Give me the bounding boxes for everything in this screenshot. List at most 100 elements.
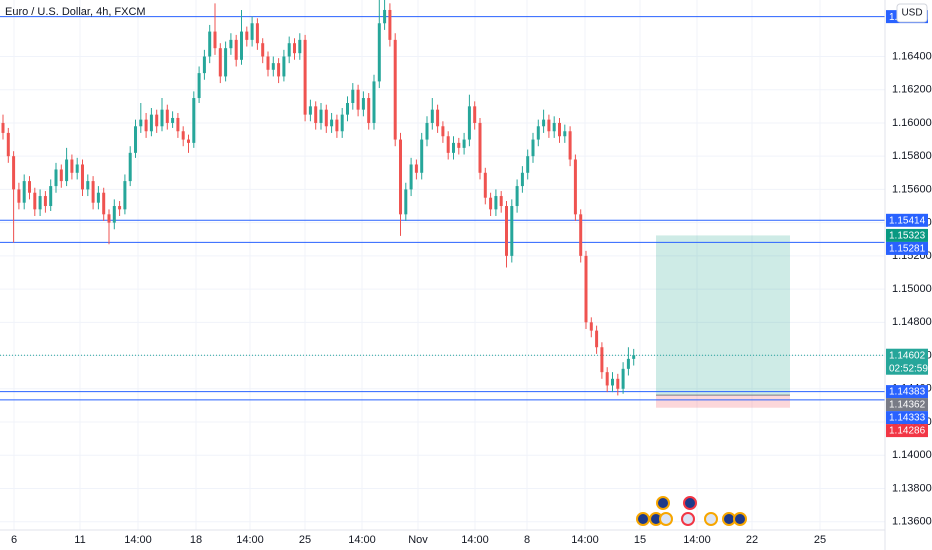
y-tick-label: 1.14800 (892, 316, 932, 328)
candle-body (494, 196, 498, 210)
candle-body (255, 23, 259, 44)
candle-body (605, 372, 609, 386)
price-label-box (886, 348, 928, 375)
price-label-box (886, 241, 928, 255)
event-icon[interactable] (681, 512, 695, 526)
candle-body (250, 23, 254, 40)
candle-body (70, 159, 74, 173)
candle-body (96, 192, 100, 203)
candle-body (414, 164, 418, 173)
candle-body (452, 142, 455, 153)
candle-body (324, 109, 328, 127)
candle-body (446, 136, 450, 153)
candle-body (213, 31, 217, 49)
x-tick-label: 8 (524, 534, 530, 546)
candle-body (372, 81, 376, 123)
price-label-box (886, 398, 928, 412)
candle-body (208, 31, 212, 57)
candle-body (38, 196, 42, 210)
candle-body (277, 63, 281, 77)
candle-body (558, 122, 561, 137)
candle-body (91, 181, 95, 203)
x-tick-label: 14:00 (124, 534, 152, 546)
candle-body (1, 122, 5, 133)
candle-body (271, 63, 275, 70)
candle-body (192, 98, 196, 143)
price-label: 1.15281 (889, 244, 926, 255)
candle-body (187, 139, 190, 143)
event-icon[interactable] (659, 512, 673, 526)
event-icon[interactable] (733, 512, 747, 526)
candle-body (542, 119, 546, 127)
candle-body (54, 169, 58, 187)
chart-title: Euro / U.S. Dollar, 4h, FXCM (5, 6, 146, 18)
x-tick-label: 25 (299, 534, 311, 546)
price-label: 1.14286 (889, 426, 926, 437)
currency-label[interactable]: USD (901, 8, 922, 19)
candle-body (462, 139, 466, 148)
price-label-box (886, 228, 928, 242)
candle-body (308, 106, 312, 115)
candle-body (181, 131, 185, 140)
candle-body (489, 197, 493, 210)
candle-body (293, 43, 296, 54)
event-icon[interactable] (704, 512, 718, 526)
candle-body (240, 31, 243, 60)
x-tick-label: 14:00 (571, 534, 599, 546)
candle-body (340, 114, 344, 132)
event-icon[interactable] (656, 496, 670, 510)
candle-body (266, 56, 270, 70)
price-label: 1.14602 (889, 350, 926, 361)
candle-body (165, 109, 169, 123)
event-icons[interactable] (636, 496, 747, 526)
candle-body (202, 56, 206, 74)
candle-body (399, 139, 402, 215)
currency-button[interactable] (896, 3, 928, 23)
candle-body (531, 139, 535, 157)
candle-body (536, 126, 540, 140)
price-label: 1.14333 (889, 413, 926, 424)
candle-body (441, 126, 445, 137)
y-tick-label: 1.13600 (892, 516, 932, 528)
candle-body (621, 368, 625, 389)
candle-body (298, 39, 302, 54)
candle-body (319, 109, 323, 123)
candle-body (112, 206, 116, 223)
event-icon[interactable] (636, 512, 650, 526)
candle-body (425, 122, 429, 140)
candle-body (420, 139, 424, 173)
price-label: 1.15323 (889, 231, 926, 242)
x-tick-label: 22 (746, 534, 758, 546)
candle-body (499, 196, 503, 207)
candle-body (510, 206, 514, 256)
candle-body (600, 347, 604, 373)
candle-body (626, 358, 630, 369)
candle-body (218, 48, 222, 77)
candle-body (123, 181, 127, 210)
candle-body (595, 330, 599, 348)
candle-body (245, 31, 249, 40)
x-tick-label: 25 (814, 534, 826, 546)
countdown-label: 02:52:59 (889, 363, 928, 374)
candle-body (579, 214, 583, 256)
candle-body (388, 9, 392, 40)
candle-body (467, 106, 471, 140)
candle-body (160, 109, 164, 127)
candle-body (224, 48, 228, 77)
x-tick-label: 11 (74, 534, 85, 546)
candle-body (404, 189, 408, 215)
candle-body (282, 56, 286, 77)
y-tick-label: 1.15000 (892, 283, 932, 295)
event-icon[interactable] (683, 496, 697, 510)
candle-body (457, 142, 461, 148)
x-tick-label: 14:00 (236, 534, 264, 546)
candle-body (107, 214, 111, 223)
candle-body (568, 131, 572, 160)
candle-body (81, 164, 84, 190)
y-tick-label: 1.15600 (892, 183, 932, 195)
candle-body (573, 159, 577, 215)
candle-body (75, 164, 79, 173)
candle-body (314, 106, 318, 123)
